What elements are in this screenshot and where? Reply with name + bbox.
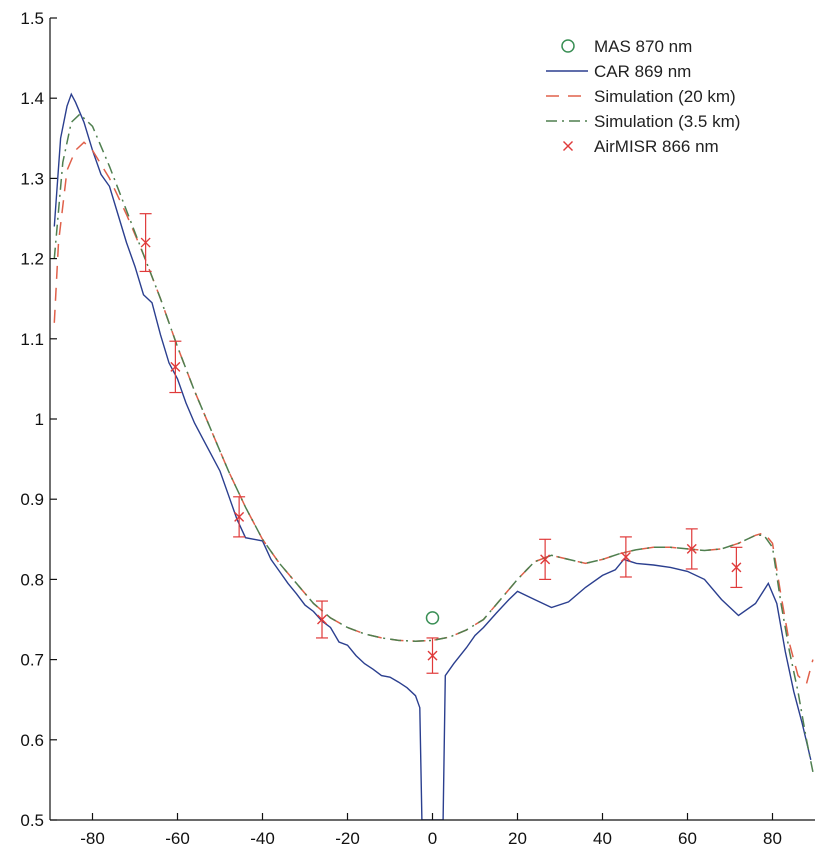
legend-entry-4: AirMISR 866 nm	[563, 137, 719, 156]
x-tick-label: 0	[428, 829, 437, 848]
y-tick-label: 1.4	[20, 89, 44, 108]
x-tick-label: 20	[508, 829, 527, 848]
series-line-3	[53, 113, 814, 773]
y-tick-label: 0.9	[20, 490, 44, 509]
airmisr-point-2	[233, 496, 246, 538]
airmisr-point-7	[685, 528, 698, 570]
x-tick-label: -80	[80, 829, 105, 848]
legend-entry-1: CAR 869 nm	[546, 62, 691, 81]
plot-area	[53, 92, 814, 820]
y-tick-label: 0.7	[20, 651, 44, 670]
y-tick-label: 1.1	[20, 330, 44, 349]
cross-marker-b	[731, 562, 742, 573]
cross-marker-b	[140, 237, 151, 248]
x-tick-label: -40	[250, 829, 275, 848]
y-tick-label: 1	[35, 410, 44, 429]
y-tick-label: 1.3	[20, 169, 44, 188]
x-tick-label: -60	[165, 829, 190, 848]
cross-marker-b	[234, 511, 245, 522]
y-tick-label: 0.8	[20, 570, 44, 589]
y-tick-label: 1.5	[20, 9, 44, 28]
mas-point-0	[425, 611, 440, 625]
x-tick-label: 60	[678, 829, 697, 848]
legend-entry-3: Simulation (3.5 km)	[546, 112, 740, 131]
x-tick-label: 80	[763, 829, 782, 848]
airmisr-point-1	[169, 340, 182, 394]
axes: 0.5 0.6 0.7 0.8 0.9 1 1.1 1.2 1.3 1.4 1.5 -80 -60 -40…	[20, 9, 815, 848]
x-tick-label: 40	[593, 829, 612, 848]
legend-swatch	[563, 141, 573, 151]
airmisr-point-4	[426, 637, 439, 674]
legend-label: AirMISR 866 nm	[594, 137, 719, 156]
airmisr-point-8	[730, 546, 743, 589]
legend-label: MAS 870 nm	[594, 37, 692, 56]
series-line-1	[53, 92, 812, 820]
cross-marker-b	[540, 554, 551, 565]
legend-label: CAR 869 nm	[594, 62, 691, 81]
cross-marker-b	[620, 551, 631, 562]
cross-marker-b	[686, 543, 697, 554]
y-tick-label: 1.2	[20, 250, 44, 269]
cross-marker-b	[170, 361, 181, 372]
airmisr-point-3	[316, 600, 328, 639]
series-line-2	[53, 141, 814, 686]
series-layer	[53, 92, 814, 820]
y-tick-label: 0.6	[20, 731, 44, 750]
y-tick-label: 0.5	[20, 811, 44, 830]
cross-marker-b	[427, 650, 438, 661]
airmisr-point-0	[139, 213, 152, 273]
legend-label: Simulation (3.5 km)	[594, 112, 740, 131]
legend-swatch	[561, 39, 575, 53]
x-tick-label: -20	[335, 829, 360, 848]
cross-marker-b	[317, 614, 327, 625]
legend-entry-0: MAS 870 nm	[561, 37, 692, 56]
legend-entry-2: Simulation (20 km)	[546, 87, 736, 106]
legend-label: Simulation (20 km)	[594, 87, 736, 106]
airmisr-point-5	[539, 538, 552, 581]
airmisr-point-6	[619, 536, 632, 578]
legend: MAS 870 nm CAR 869 nm Simulation (20 km) Si…	[546, 37, 740, 156]
